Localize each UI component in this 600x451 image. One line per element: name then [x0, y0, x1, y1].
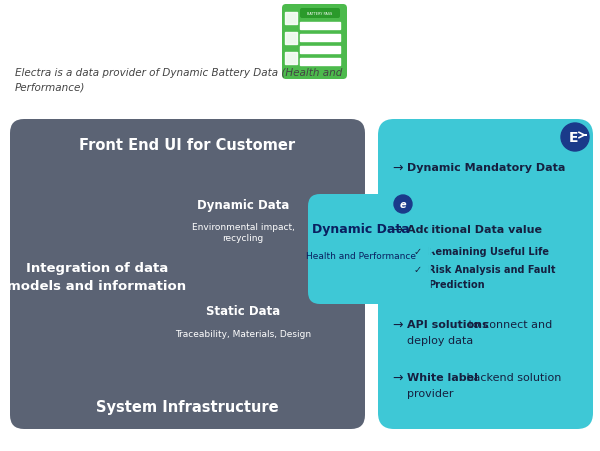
FancyBboxPatch shape [183, 279, 303, 376]
Text: →: → [392, 223, 403, 236]
Bar [300, 23, 340, 30]
FancyBboxPatch shape [300, 9, 340, 19]
Text: Dynamic Data: Dynamic Data [311, 223, 409, 236]
Text: White label: White label [407, 372, 478, 382]
Text: API solutions: API solutions [407, 319, 488, 329]
Text: Additional Data value: Additional Data value [407, 225, 542, 235]
Text: Prediction: Prediction [428, 279, 485, 290]
Text: backend solution: backend solution [463, 372, 562, 382]
Text: provider: provider [407, 388, 454, 398]
FancyBboxPatch shape [282, 5, 347, 80]
Text: BATTERY PASS: BATTERY PASS [307, 12, 332, 16]
Text: Integration of data
models and information: Integration of data models and informati… [7, 262, 187, 292]
Bar [300, 47, 340, 54]
Bar [300, 35, 340, 42]
Text: ✓: ✓ [414, 264, 422, 274]
Text: e: e [400, 199, 406, 210]
FancyBboxPatch shape [378, 120, 593, 429]
Bar [285, 33, 297, 45]
Text: E: E [569, 131, 579, 145]
Circle shape [561, 124, 589, 152]
FancyBboxPatch shape [183, 178, 303, 272]
FancyBboxPatch shape [10, 120, 365, 429]
Text: Health and Performance: Health and Performance [305, 252, 415, 261]
Text: →: → [392, 371, 403, 384]
Text: →: → [392, 318, 403, 331]
Text: Static Data: Static Data [206, 305, 280, 318]
Text: →: → [392, 161, 403, 174]
FancyBboxPatch shape [18, 175, 176, 379]
FancyBboxPatch shape [15, 387, 360, 427]
Bar [285, 13, 297, 25]
Text: Risk Analysis and Fault: Risk Analysis and Fault [428, 264, 556, 274]
Text: Traceability, Materials, Design: Traceability, Materials, Design [175, 330, 311, 339]
Bar [300, 59, 340, 66]
Bar [285, 53, 297, 65]
Text: ✓: ✓ [414, 246, 422, 257]
Text: Dynamic Data: Dynamic Data [197, 199, 289, 212]
Text: to connect and: to connect and [465, 319, 552, 329]
Text: Environmental impact,
recycling: Environmental impact, recycling [191, 222, 295, 243]
Text: deploy data: deploy data [407, 335, 473, 345]
Circle shape [394, 196, 412, 213]
FancyBboxPatch shape [308, 194, 413, 304]
FancyBboxPatch shape [15, 125, 360, 166]
Text: Remaining Useful Life: Remaining Useful Life [428, 246, 549, 257]
Text: Dynamic Mandatory Data: Dynamic Mandatory Data [407, 163, 565, 173]
Text: Front End UI for Customer: Front End UI for Customer [79, 138, 296, 153]
Text: Electra is a data provider of Dynamic Battery Data (Health and
Performance): Electra is a data provider of Dynamic Ba… [15, 68, 343, 92]
Text: System Infrastructure: System Infrastructure [96, 400, 279, 414]
